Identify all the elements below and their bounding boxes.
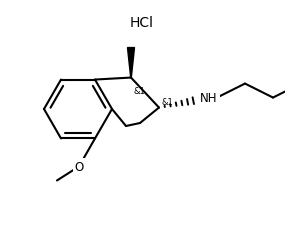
Text: O: O bbox=[74, 160, 84, 173]
Text: HCl: HCl bbox=[130, 16, 154, 30]
Text: &1: &1 bbox=[134, 86, 146, 95]
Text: &1: &1 bbox=[162, 97, 174, 106]
Polygon shape bbox=[127, 48, 135, 78]
Text: NH: NH bbox=[200, 92, 218, 105]
